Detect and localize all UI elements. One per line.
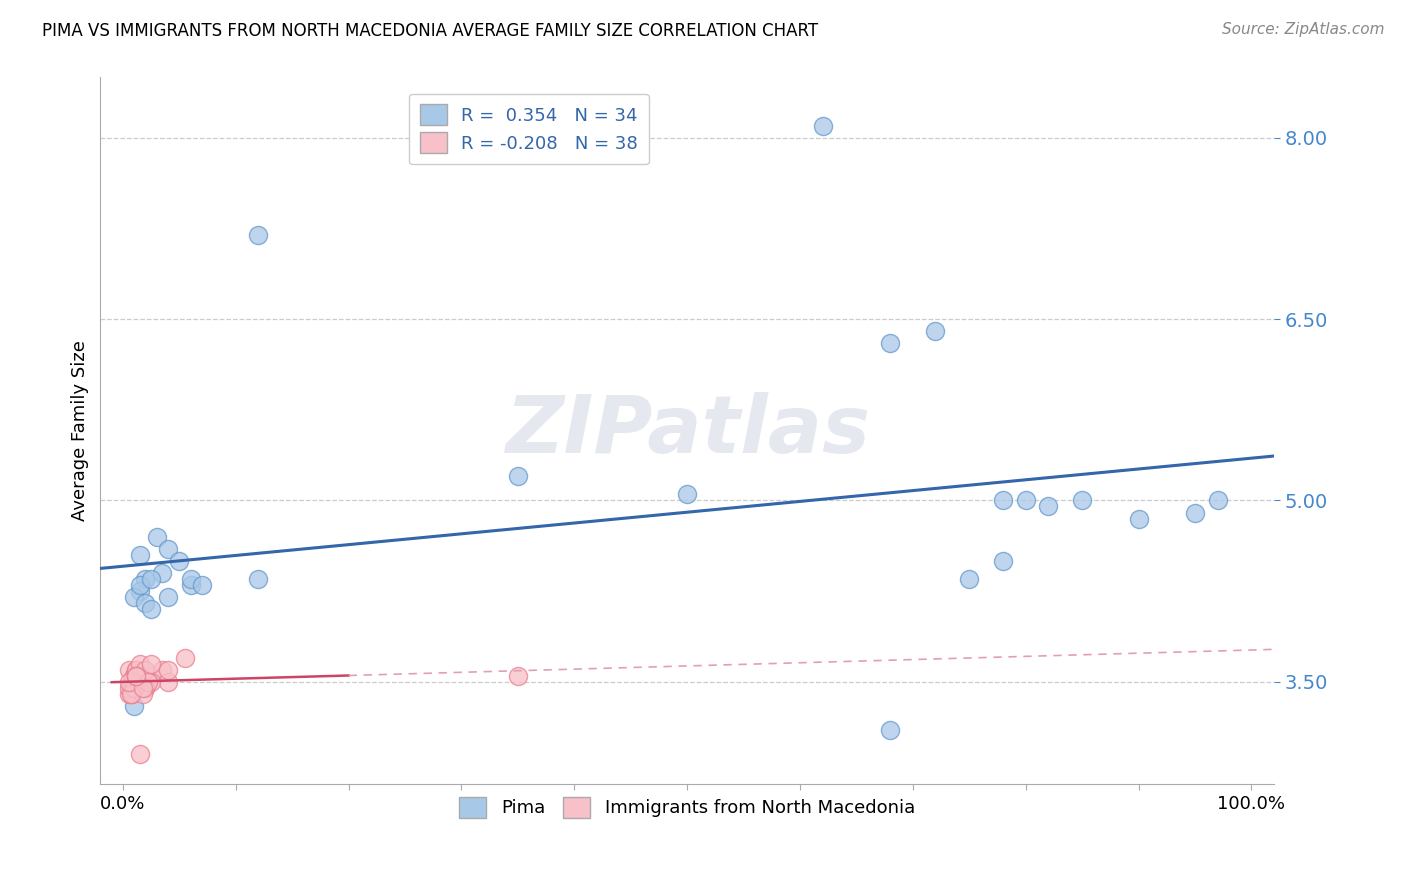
Point xyxy=(128,674,150,689)
Point xyxy=(128,747,150,762)
Point xyxy=(117,687,139,701)
Text: Source: ZipAtlas.com: Source: ZipAtlas.com xyxy=(1222,22,1385,37)
Point xyxy=(879,336,901,351)
Point xyxy=(121,674,143,689)
Point xyxy=(125,668,148,682)
Point xyxy=(132,681,155,695)
Point xyxy=(117,663,139,677)
Point xyxy=(180,578,202,592)
Point xyxy=(957,572,980,586)
Point xyxy=(157,663,180,677)
Point xyxy=(1071,493,1094,508)
Point xyxy=(506,469,529,483)
Point xyxy=(139,668,162,682)
Point xyxy=(122,698,145,713)
Point xyxy=(128,657,150,671)
Point xyxy=(122,668,145,682)
Point xyxy=(1015,493,1038,508)
Point xyxy=(134,681,156,695)
Point xyxy=(157,674,180,689)
Point xyxy=(121,687,143,701)
Point xyxy=(191,578,214,592)
Text: ZIPatlas: ZIPatlas xyxy=(505,392,870,470)
Point xyxy=(506,668,529,682)
Text: PIMA VS IMMIGRANTS FROM NORTH MACEDONIA AVERAGE FAMILY SIZE CORRELATION CHART: PIMA VS IMMIGRANTS FROM NORTH MACEDONIA … xyxy=(42,22,818,40)
Point xyxy=(134,596,156,610)
Point xyxy=(1128,511,1150,525)
Point xyxy=(117,674,139,689)
Point xyxy=(924,324,946,338)
Point xyxy=(157,541,180,556)
Point xyxy=(128,668,150,682)
Point xyxy=(117,681,139,695)
Point xyxy=(121,674,143,689)
Point xyxy=(125,663,148,677)
Point xyxy=(152,663,174,677)
Y-axis label: Average Family Size: Average Family Size xyxy=(72,341,89,521)
Point xyxy=(122,668,145,682)
Point xyxy=(120,681,142,695)
Point xyxy=(134,663,156,677)
Point xyxy=(247,572,270,586)
Point xyxy=(174,650,197,665)
Point xyxy=(1038,500,1060,514)
Legend: Pima, Immigrants from North Macedonia: Pima, Immigrants from North Macedonia xyxy=(453,789,922,825)
Point xyxy=(122,590,145,604)
Point xyxy=(120,687,142,701)
Point xyxy=(991,493,1014,508)
Point xyxy=(139,572,162,586)
Point xyxy=(146,530,169,544)
Point xyxy=(991,554,1014,568)
Point xyxy=(247,227,270,242)
Point xyxy=(125,663,148,677)
Point xyxy=(125,668,148,682)
Point xyxy=(139,674,162,689)
Point xyxy=(132,687,155,701)
Point xyxy=(1184,506,1206,520)
Point xyxy=(1206,493,1229,508)
Point xyxy=(128,584,150,599)
Point xyxy=(879,723,901,737)
Point xyxy=(169,554,191,568)
Point xyxy=(676,487,699,501)
Point xyxy=(121,674,143,689)
Point xyxy=(122,681,145,695)
Point xyxy=(134,572,156,586)
Point xyxy=(128,548,150,562)
Point xyxy=(139,602,162,616)
Point xyxy=(134,681,156,695)
Point xyxy=(811,119,834,133)
Point xyxy=(122,668,145,682)
Point xyxy=(128,578,150,592)
Point xyxy=(136,674,159,689)
Point xyxy=(157,590,180,604)
Point xyxy=(125,674,148,689)
Point xyxy=(132,674,155,689)
Point xyxy=(139,657,162,671)
Point xyxy=(180,572,202,586)
Point xyxy=(152,566,174,580)
